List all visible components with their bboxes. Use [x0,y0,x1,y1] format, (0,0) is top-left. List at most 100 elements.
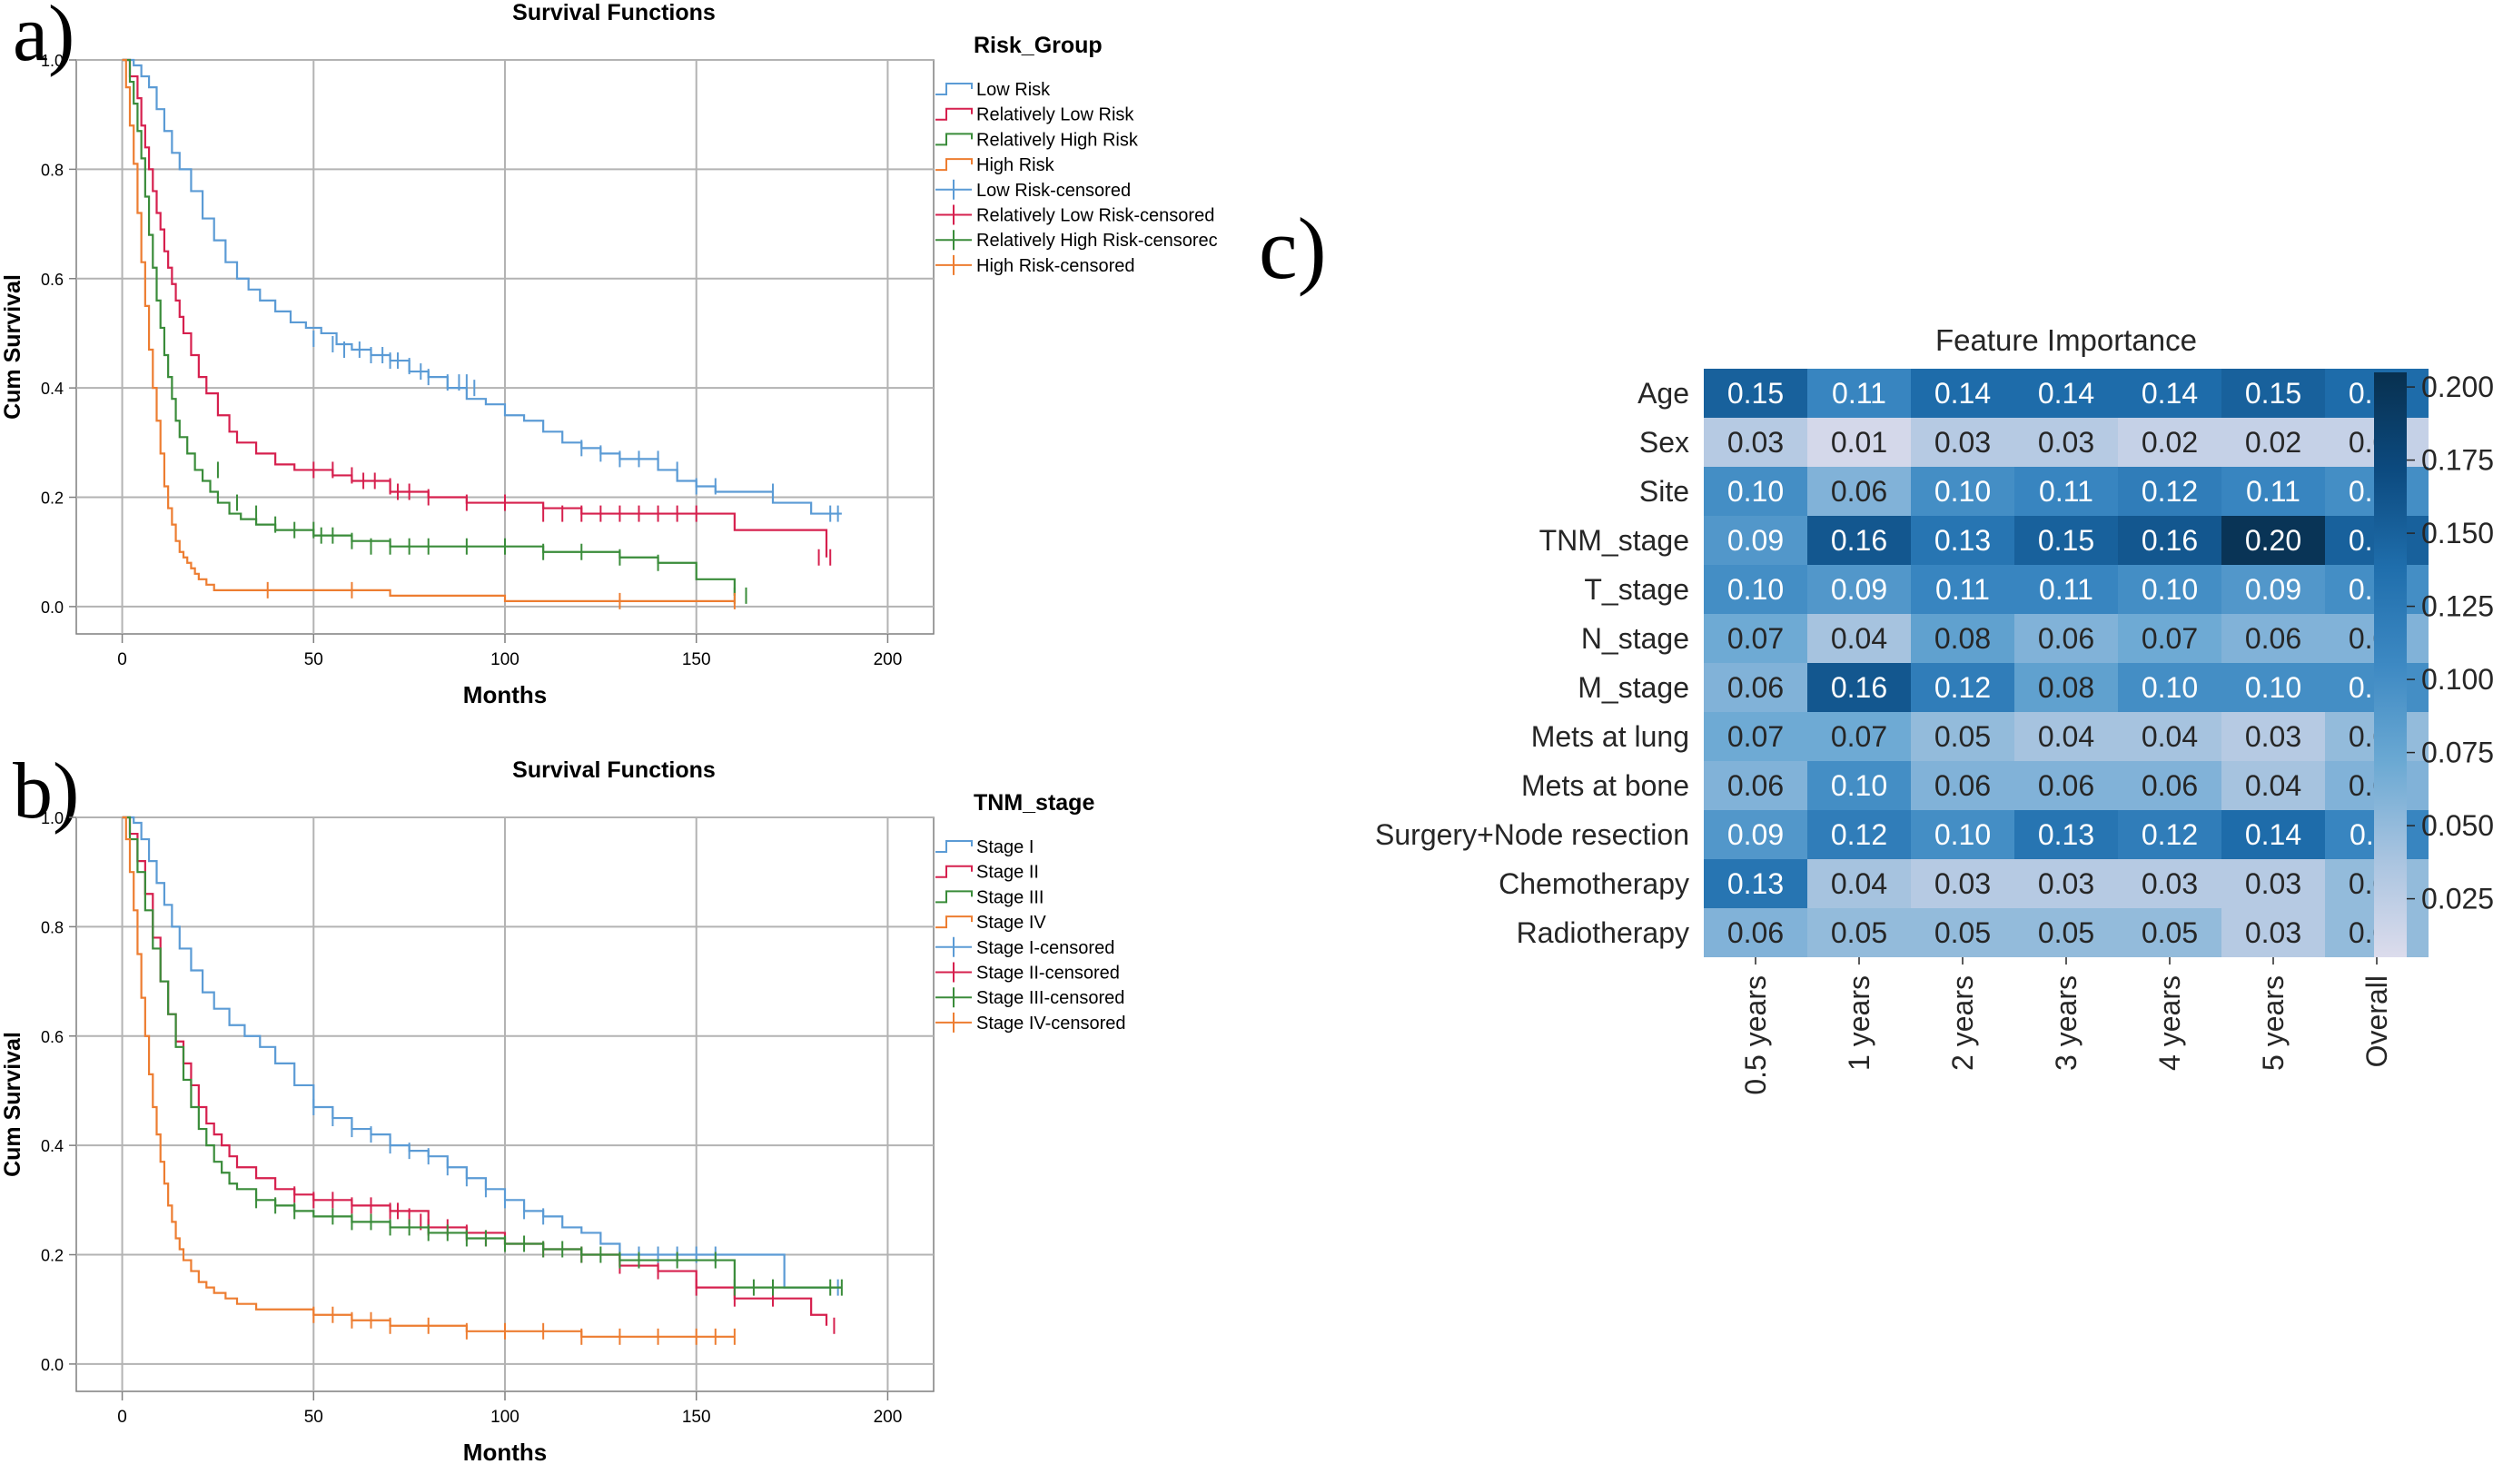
y-tick-label: 0.6 [41,271,64,289]
row-label-t-stage: T_stage [1584,573,1689,606]
heatmap-cell [1704,859,1807,908]
y-axis-title: Cum Survival [0,274,25,420]
heatmap-cell [1807,467,1911,516]
heatmap-cell [1807,369,1911,418]
col-label-3-years: 3 years [2050,975,2083,1071]
heatmap-cell [2014,467,2118,516]
legend-swatch [935,254,972,275]
cell-value-label: 0.16 [1831,524,1887,557]
legend-label: Low Risk [976,80,1051,100]
heatmap-cell [2118,565,2221,614]
heatmap-cell [1807,418,1911,467]
cell-value-label: 0.13 [2038,818,2094,851]
legend-label: Stage III [976,887,1044,907]
row-label-radiotherapy: Radiotherapy [1517,916,1689,949]
cell-value-label: 0.15 [2245,377,2301,410]
heatmap-cell [1807,908,1911,957]
heatmap-cell [1911,565,2014,614]
legend-swatch [935,107,973,121]
cell-value-label: 0.12 [1831,818,1887,851]
series-line-relatively-low-risk [122,58,828,558]
cell-value-label: 0.04 [2038,720,2094,753]
x-axis-title: Months [463,1439,547,1466]
heatmap-cell [2118,418,2221,467]
cell-value-label: 0.09 [1727,818,1784,851]
heatmap-cell [2014,369,2118,418]
heatmap-cell [1911,810,2014,859]
y-axis-title: Cum Survival [0,1032,25,1177]
heatmap-cell [1704,663,1807,712]
colorbar-tick-label: 0.175 [2421,444,2494,477]
heatmap-cell [1807,712,1911,761]
colorbar-tick-label: 0.125 [2421,590,2494,623]
heatmap-cell [1807,614,1911,663]
heatmap-cell [2221,810,2325,859]
legend-label: Stage III-censored [976,988,1124,1008]
heatmap-cell [2118,712,2221,761]
cell-value-label: 0.11 [2039,475,2093,508]
heatmap-cell [1704,565,1807,614]
col-label-1-years: 1 years [1843,975,1875,1071]
legend-swatch [935,987,972,1008]
cell-value-label: 0.06 [2038,622,2094,655]
row-label-surgery-node-resection: Surgery+Node resection [1375,818,1689,851]
heatmap-cell [2118,516,2221,565]
colorbar [2374,372,2407,957]
heatmap-cell [2118,908,2221,957]
cell-value-label: 0.10 [2245,671,2301,704]
cell-value-label: 0.05 [1934,720,1991,753]
cell-value-label: 0.03 [1934,426,1991,459]
heatmap-cell [1704,908,1807,957]
cell-value-label: 0.09 [2245,573,2301,606]
legend-label: Stage IV [976,913,1046,933]
y-tick-label: 0.8 [41,918,64,936]
cell-value-label: 0.11 [1832,377,1886,410]
legend-item-low-risk-censored: Low Risk-censored [935,179,1131,201]
heatmap-cell [2221,712,2325,761]
legend-item-stage-i-censored: Stage I-censored [935,936,1114,958]
heatmap-cell [2014,565,2118,614]
cell-value-label: 0.08 [2038,671,2094,704]
cell-value-label: 0.06 [1831,475,1887,508]
x-tick-label: 50 [304,650,323,669]
cell-value-label: 0.07 [1727,720,1784,753]
cell-value-label: 0.15 [1727,377,1784,410]
heatmap-cell [2221,369,2325,418]
cell-value-label: 0.05 [2142,916,2198,949]
heatmap-cell [2221,908,2325,957]
cell-value-label: 0.06 [1934,769,1991,802]
heatmap-cell [2014,859,2118,908]
x-tick-label: 100 [490,650,519,669]
series-line-high-risk [122,58,735,602]
cell-value-label: 0.10 [1727,475,1784,508]
legend-label: Relatively Low Risk-censored [976,206,1214,226]
heatmap-cell [2014,663,2118,712]
chart-title: Survival Functions [512,757,716,783]
legend-swatch [935,840,973,853]
row-label-n-stage: N_stage [1581,622,1689,655]
cell-value-label: 0.11 [2039,573,2093,606]
legend-swatch [935,1012,972,1033]
legend-swatch [935,865,973,878]
cell-value-label: 0.06 [1727,671,1784,704]
legend-item-high-risk: High Risk [935,155,1055,175]
cell-value-label: 0.20 [2245,524,2301,557]
heatmap-cell [1704,369,1807,418]
legend-label: High Risk [976,155,1055,175]
cell-value-label: 0.02 [2245,426,2301,459]
cell-value-label: 0.10 [2142,573,2198,606]
legend-item-stage-iv: Stage IV [935,913,1046,933]
heatmap-cell [2118,467,2221,516]
cell-value-label: 0.12 [1934,671,1991,704]
cell-value-label: 0.05 [1831,916,1887,949]
heatmap-cell [2014,761,2118,810]
cell-value-label: 0.13 [1727,867,1784,900]
heatmap-cell [1704,712,1807,761]
heatmap-cell [2014,614,2118,663]
legend-label: High Risk-censored [976,256,1135,276]
x-tick-label: 0 [117,650,127,669]
heatmap-cell [1807,516,1911,565]
heatmap-cell [1807,663,1911,712]
legend-item-high-risk-censored: High Risk-censored [935,254,1135,276]
heatmap-cell [2221,761,2325,810]
